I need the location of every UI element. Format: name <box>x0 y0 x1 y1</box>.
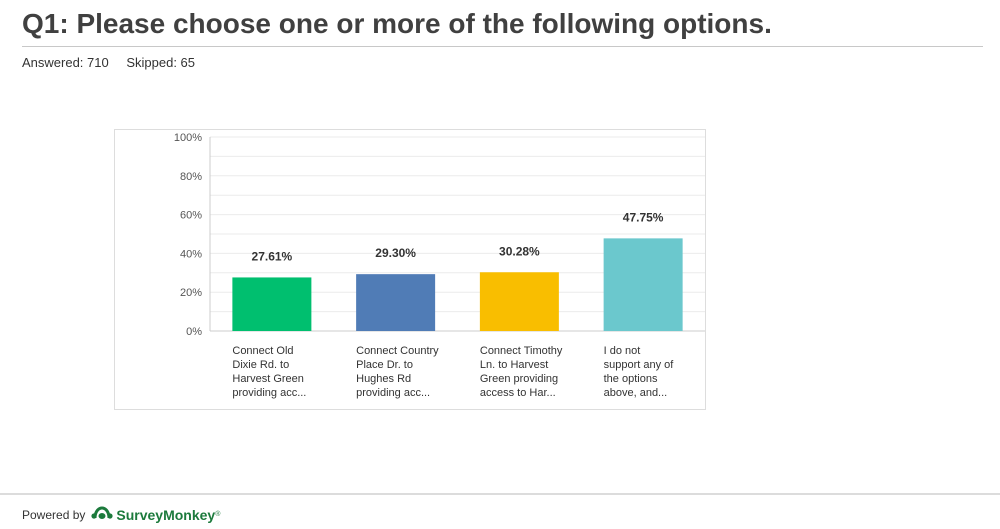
surveymonkey-logo-icon[interactable] <box>91 506 113 523</box>
bar <box>603 238 683 331</box>
x-tick-label: Hughes Rd <box>356 373 411 385</box>
data-label: 29.30% <box>375 246 416 260</box>
x-tick-label: providing acc... <box>356 387 430 399</box>
bar <box>356 274 436 331</box>
footer: Powered by SurveyMonkey ® <box>22 506 220 523</box>
x-tick-label: Connect Old <box>232 345 293 357</box>
x-tick-label: support any of <box>604 359 675 371</box>
x-tick-label: I do not <box>604 345 641 357</box>
response-stats: Answered: 710 Skipped: 65 <box>22 55 209 70</box>
powered-by-label: Powered by <box>22 507 86 522</box>
y-tick-label: 60% <box>180 210 202 222</box>
data-label: 27.61% <box>252 249 293 263</box>
x-tick-label: Place Dr. to <box>356 359 413 371</box>
question-title: Q1: Please choose one or more of the fol… <box>22 8 772 39</box>
x-tick-label: the options <box>604 373 658 385</box>
y-tick-label: 0% <box>186 326 202 338</box>
trademark-symbol: ® <box>215 511 221 518</box>
skipped-count: Skipped: 65 <box>126 55 196 70</box>
bar <box>232 277 312 331</box>
data-label: 47.75% <box>623 210 664 224</box>
bar <box>479 272 559 331</box>
y-tick-label: 80% <box>180 171 202 183</box>
y-tick-label: 40% <box>180 248 202 260</box>
x-tick-label: Harvest Green <box>232 373 304 385</box>
x-tick-label: above, and... <box>604 387 668 399</box>
surveymonkey-brand[interactable]: SurveyMonkey <box>116 506 216 523</box>
x-tick-label: providing acc... <box>232 387 306 399</box>
title-divider <box>22 46 983 47</box>
y-tick-label: 100% <box>174 132 202 144</box>
x-tick-label: Connect Timothy <box>480 345 563 357</box>
data-label: 30.28% <box>499 244 540 258</box>
footer-divider <box>0 493 1000 495</box>
answered-count: Answered: 710 <box>22 55 109 70</box>
x-tick-label: Dixie Rd. to <box>232 359 289 371</box>
x-tick-label: Ln. to Harvest <box>480 359 548 371</box>
x-tick-label: Connect Country <box>356 345 439 357</box>
x-tick-label: access to Har... <box>480 387 556 399</box>
x-tick-label: Green providing <box>480 373 558 385</box>
chart-container: 0% 20% 40% 60% 80% 100% 27.61% Connect Old Dixie… <box>114 129 706 410</box>
bar-chart: 0% 20% 40% 60% 80% 100% 27.61% Connect Old Dixie… <box>174 132 705 399</box>
y-tick-label: 20% <box>180 287 202 299</box>
